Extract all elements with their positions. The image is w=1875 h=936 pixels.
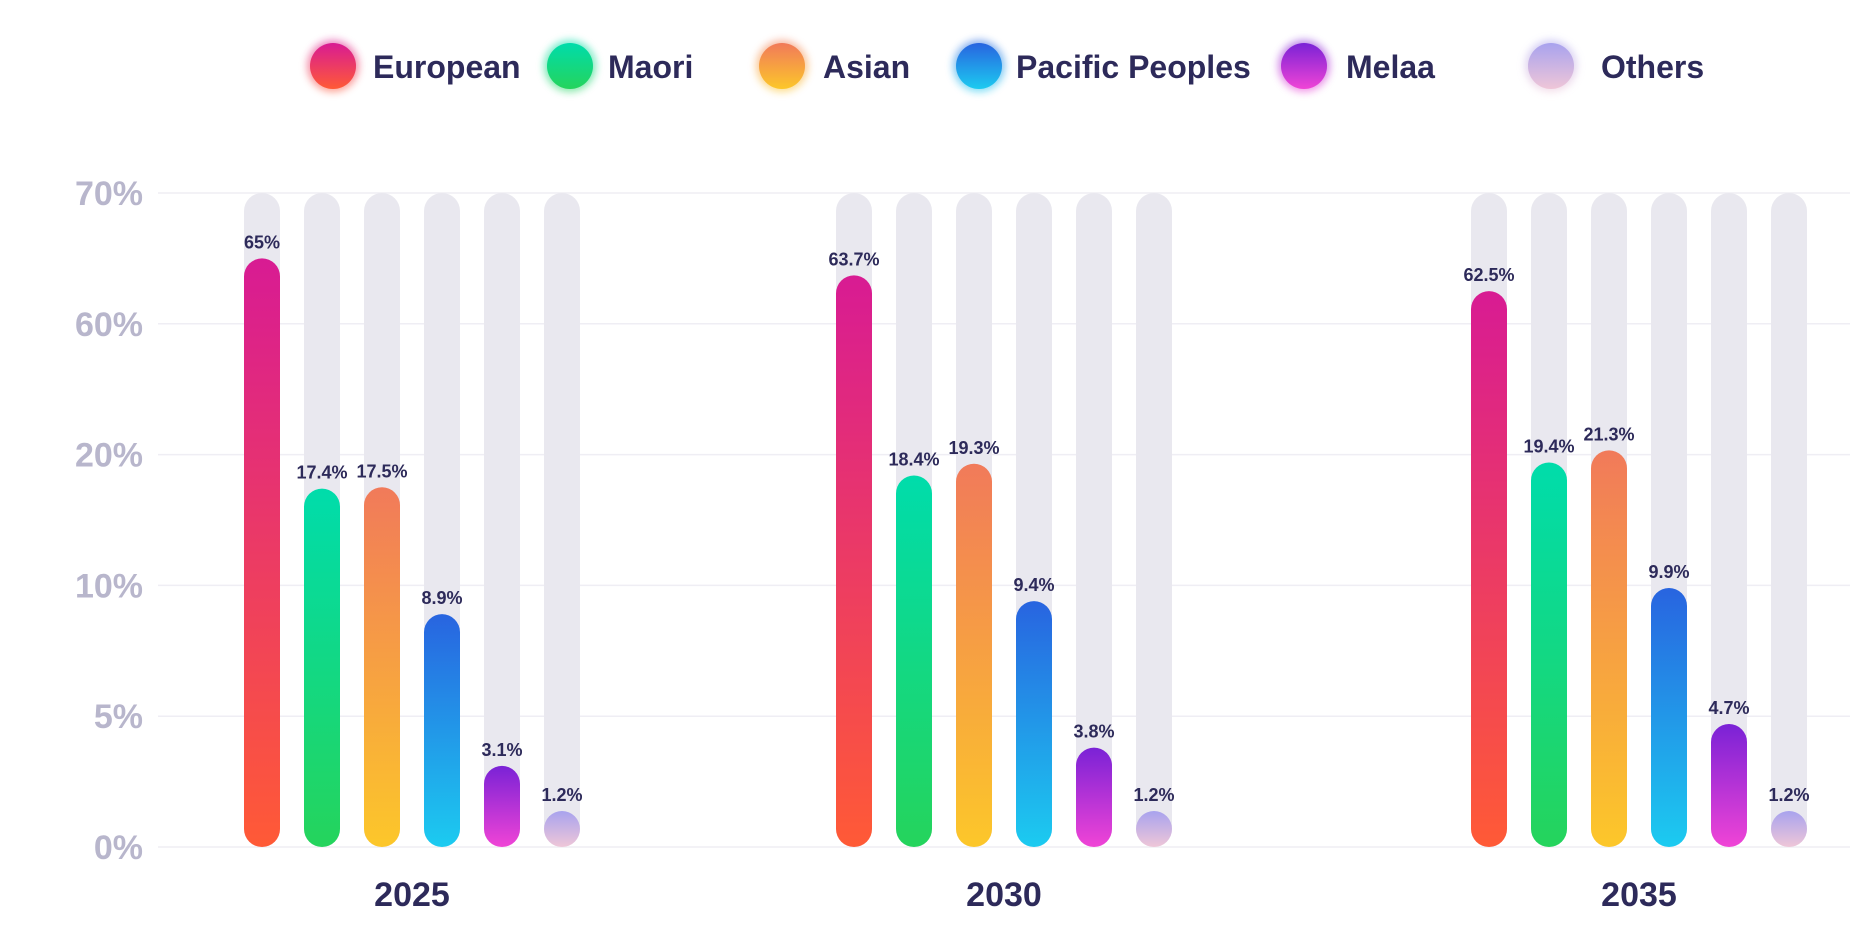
value-label-asian-2030: 19.3% [948, 438, 999, 458]
bar-melaa-2025 [484, 765, 520, 847]
bar-asian-2035 [1591, 450, 1627, 847]
bar-european-2035 [1471, 291, 1507, 848]
y-tick-label-70: 70% [75, 175, 143, 213]
value-label-others-2030: 1.2% [1133, 785, 1174, 805]
bar-melaa-2030 [1076, 747, 1112, 847]
legend-swatch-melaa [1281, 43, 1327, 89]
bar-track-others-2030 [1136, 193, 1172, 847]
bar-track-melaa-2035 [1711, 193, 1747, 847]
legend-swatch-maori [547, 43, 593, 89]
y-tick-label-10: 10% [75, 567, 143, 605]
legend: European Maori Asian Pacific Peoples Melaa Ot… [307, 40, 1704, 92]
legend-swatch-others [1528, 43, 1574, 89]
y-tick-label-60: 60% [75, 306, 143, 344]
value-label-european-2035: 62.5% [1463, 265, 1514, 285]
y-tick-label-5: 5% [94, 698, 143, 736]
bar-track-melaa-2030 [1076, 193, 1112, 847]
y-tick-label-0: 0% [94, 829, 143, 867]
bar-others-2025 [544, 811, 580, 847]
value-label-maori-2035: 19.4% [1523, 436, 1574, 456]
y-axis: 0% 5% 10% 20% 60% 70% [75, 175, 143, 867]
legend-label-maori: Maori [608, 49, 693, 85]
bar-asian-2030 [956, 463, 992, 847]
bar-asian-2025 [364, 487, 400, 847]
value-label-asian-2035: 21.3% [1583, 424, 1634, 444]
bar-pacific-peoples-2025 [424, 614, 460, 847]
bar-maori-2035 [1531, 462, 1567, 847]
bars [244, 258, 1807, 848]
value-label-pacific-peoples-2035: 9.9% [1648, 562, 1689, 582]
value-label-maori-2025: 17.4% [296, 463, 347, 483]
bar-track-others-2035 [1771, 193, 1807, 847]
bar-maori-2025 [304, 488, 340, 847]
legend-label-melaa: Melaa [1346, 49, 1435, 85]
value-label-pacific-peoples-2030: 9.4% [1013, 575, 1054, 595]
value-label-melaa-2035: 4.7% [1708, 698, 1749, 718]
bar-others-2035 [1771, 811, 1807, 847]
value-labels: 65% 17.4% 17.5% 8.9% 3.1% 1.2% 63.7% 18.4% 19.3%… [244, 232, 1810, 805]
legend-swatch-european [310, 43, 356, 89]
x-category-label-2025: 2025 [374, 876, 450, 914]
bar-pacific-peoples-2030 [1016, 601, 1052, 847]
value-label-melaa-2030: 3.8% [1073, 722, 1114, 742]
legend-swatch-asian [759, 43, 805, 89]
value-label-others-2025: 1.2% [541, 785, 582, 805]
y-tick-label-20: 20% [75, 437, 143, 475]
value-label-melaa-2025: 3.1% [481, 740, 522, 760]
bar-european-2030 [836, 275, 872, 847]
legend-label-others: Others [1601, 49, 1704, 85]
bar-melaa-2035 [1711, 724, 1747, 847]
bar-track-melaa-2025 [484, 193, 520, 847]
x-category-label-2035: 2035 [1601, 876, 1677, 914]
bar-pacific-peoples-2035 [1651, 588, 1687, 847]
value-label-asian-2025: 17.5% [356, 461, 407, 481]
value-label-others-2035: 1.2% [1768, 785, 1809, 805]
legend-swatch-pacific-peoples [956, 43, 1002, 89]
legend-label-asian: Asian [823, 49, 910, 85]
value-label-european-2030: 63.7% [828, 249, 879, 269]
value-label-european-2025: 65% [244, 232, 280, 252]
legend-label-pacific-peoples: Pacific Peoples [1016, 49, 1251, 85]
legend-label-european: European [373, 49, 521, 85]
bar-others-2030 [1136, 811, 1172, 847]
value-label-maori-2030: 18.4% [888, 450, 939, 470]
x-category-label-2030: 2030 [966, 876, 1042, 914]
bar-european-2025 [244, 258, 280, 847]
value-label-pacific-peoples-2025: 8.9% [421, 588, 462, 608]
bar-track-others-2025 [544, 193, 580, 847]
x-axis: 2025 2030 2035 [374, 876, 1677, 914]
bar-maori-2030 [896, 475, 932, 847]
